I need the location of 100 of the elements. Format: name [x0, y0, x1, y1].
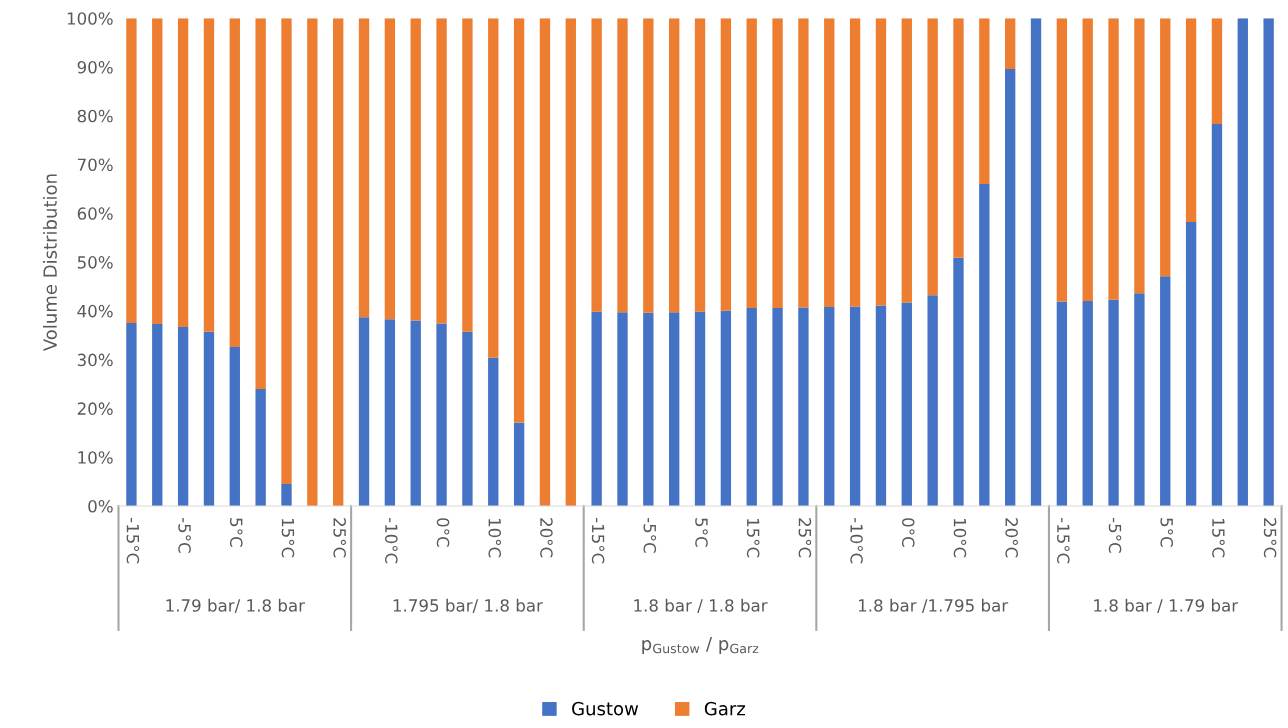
text: 1.795 bar/ 1.8 bar: [393, 598, 543, 614]
text: 1.79 bar/ 1.8 bar: [166, 598, 306, 614]
bar: [694, 311, 706, 506]
x-tick-label: 10°C: [953, 518, 967, 558]
bar: [1082, 301, 1093, 506]
x-tick-label: -15°C: [1057, 517, 1070, 564]
x-tick-label: 15°C: [281, 518, 295, 558]
bar: [1134, 18, 1145, 294]
bar: [203, 331, 215, 506]
y-tick-label: 90%: [77, 60, 113, 74]
x-tick-label: -5°C: [1108, 517, 1122, 553]
bar: [746, 18, 757, 308]
bar: [1211, 18, 1223, 125]
y-tick-label: 100%: [67, 12, 113, 25]
y-tick-label: 0%: [88, 499, 113, 513]
bar: [875, 305, 887, 506]
bar: [436, 18, 447, 324]
bar: [229, 18, 240, 347]
bar: [643, 312, 654, 506]
y-tick-label: 40%: [77, 304, 113, 318]
bar: [333, 18, 344, 506]
bar: [255, 388, 266, 506]
bar: [617, 312, 628, 506]
bar: [436, 323, 447, 506]
bar: [1108, 299, 1119, 506]
x-tick-label: 15°C: [746, 518, 760, 558]
bar: [565, 18, 576, 506]
bar: [307, 18, 318, 506]
bar: [669, 312, 680, 506]
x-tick-label: 20°C: [1005, 518, 1018, 558]
bar: [1160, 276, 1171, 506]
bar: [281, 484, 292, 506]
legend-label: Garz: [704, 701, 746, 716]
bar: [798, 18, 809, 308]
x-tick-label: -15°C: [126, 517, 140, 564]
x-tick-label: 20°C: [540, 518, 553, 558]
bar: [1134, 293, 1145, 506]
bar: [126, 18, 137, 324]
bar: [1005, 18, 1016, 69]
bar: [875, 18, 887, 306]
text: 1.8 bar / 1.79 bar: [1094, 598, 1239, 614]
bar: [1056, 18, 1068, 302]
bar: [462, 18, 473, 332]
bar: [1211, 124, 1223, 506]
bar: [462, 331, 473, 506]
bar: [358, 317, 370, 506]
y-axis-title: Volume Distribution: [42, 174, 57, 352]
bar: [1082, 18, 1093, 302]
x-tick-label: 25°C: [798, 518, 812, 558]
bar: [1185, 222, 1197, 506]
x-tick-label: 15°C: [1212, 518, 1225, 558]
x-tick-label: 0°C: [901, 518, 915, 547]
bar: [901, 18, 912, 303]
y-tick-label: 20%: [77, 402, 113, 415]
bar: [720, 18, 732, 311]
bar: [979, 184, 990, 506]
text: 1.8 bar /1.795 bar: [858, 598, 1009, 614]
bar: [849, 18, 861, 307]
bar: [152, 324, 163, 506]
bar: [384, 18, 396, 320]
x-tick-label: -10°C: [385, 517, 398, 564]
bar: [824, 18, 835, 307]
y-tick-label: 10%: [78, 451, 113, 464]
bar: [669, 18, 680, 313]
bar: [255, 18, 266, 389]
x-tick-label: -5°C: [643, 517, 657, 553]
bar: [979, 18, 990, 185]
y-tick-label: 30%: [77, 353, 113, 367]
bar: [591, 311, 602, 506]
bar: [177, 18, 189, 327]
bar: [177, 326, 189, 506]
bar: [746, 307, 757, 506]
bar: [410, 18, 421, 321]
bar: [1185, 18, 1197, 223]
bar: [1030, 18, 1042, 506]
x-tick-label: -10°C: [850, 517, 863, 564]
x-tick-label: 5°C: [229, 518, 243, 547]
text: 1.8 bar / 1.8 bar: [634, 598, 768, 614]
x-tick-label: 10°C: [488, 518, 502, 558]
bar: [1263, 18, 1274, 506]
bar: [927, 18, 938, 296]
y-tick-label: 60%: [77, 207, 113, 220]
bar: [591, 18, 602, 312]
bar: [1108, 18, 1119, 300]
x-axis-title: p$_{Gustow}$ / p$_{Garz}$: [642, 636, 759, 654]
bar: [927, 295, 938, 506]
bar: [953, 257, 964, 506]
bar: [824, 306, 835, 506]
x-tick-label: 5°C: [1160, 518, 1174, 547]
bar: [488, 18, 499, 358]
bar: [720, 310, 732, 506]
bar: [229, 346, 240, 506]
bar: [358, 18, 370, 318]
x-tick-label: 25°C: [1263, 518, 1277, 558]
bar: [849, 306, 861, 506]
bar: [1005, 68, 1016, 506]
bar: [513, 18, 525, 423]
x-tick-label: -15°C: [591, 517, 605, 564]
bar: [694, 18, 706, 312]
bar: [513, 422, 525, 506]
